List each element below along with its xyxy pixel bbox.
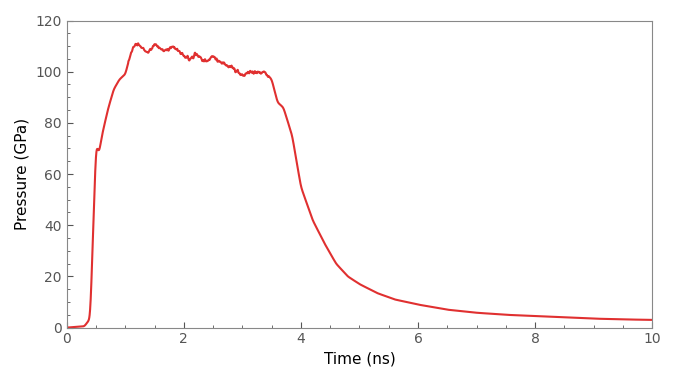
Y-axis label: Pressure (GPa): Pressure (GPa) xyxy=(15,118,30,230)
X-axis label: Time (ns): Time (ns) xyxy=(324,352,395,367)
